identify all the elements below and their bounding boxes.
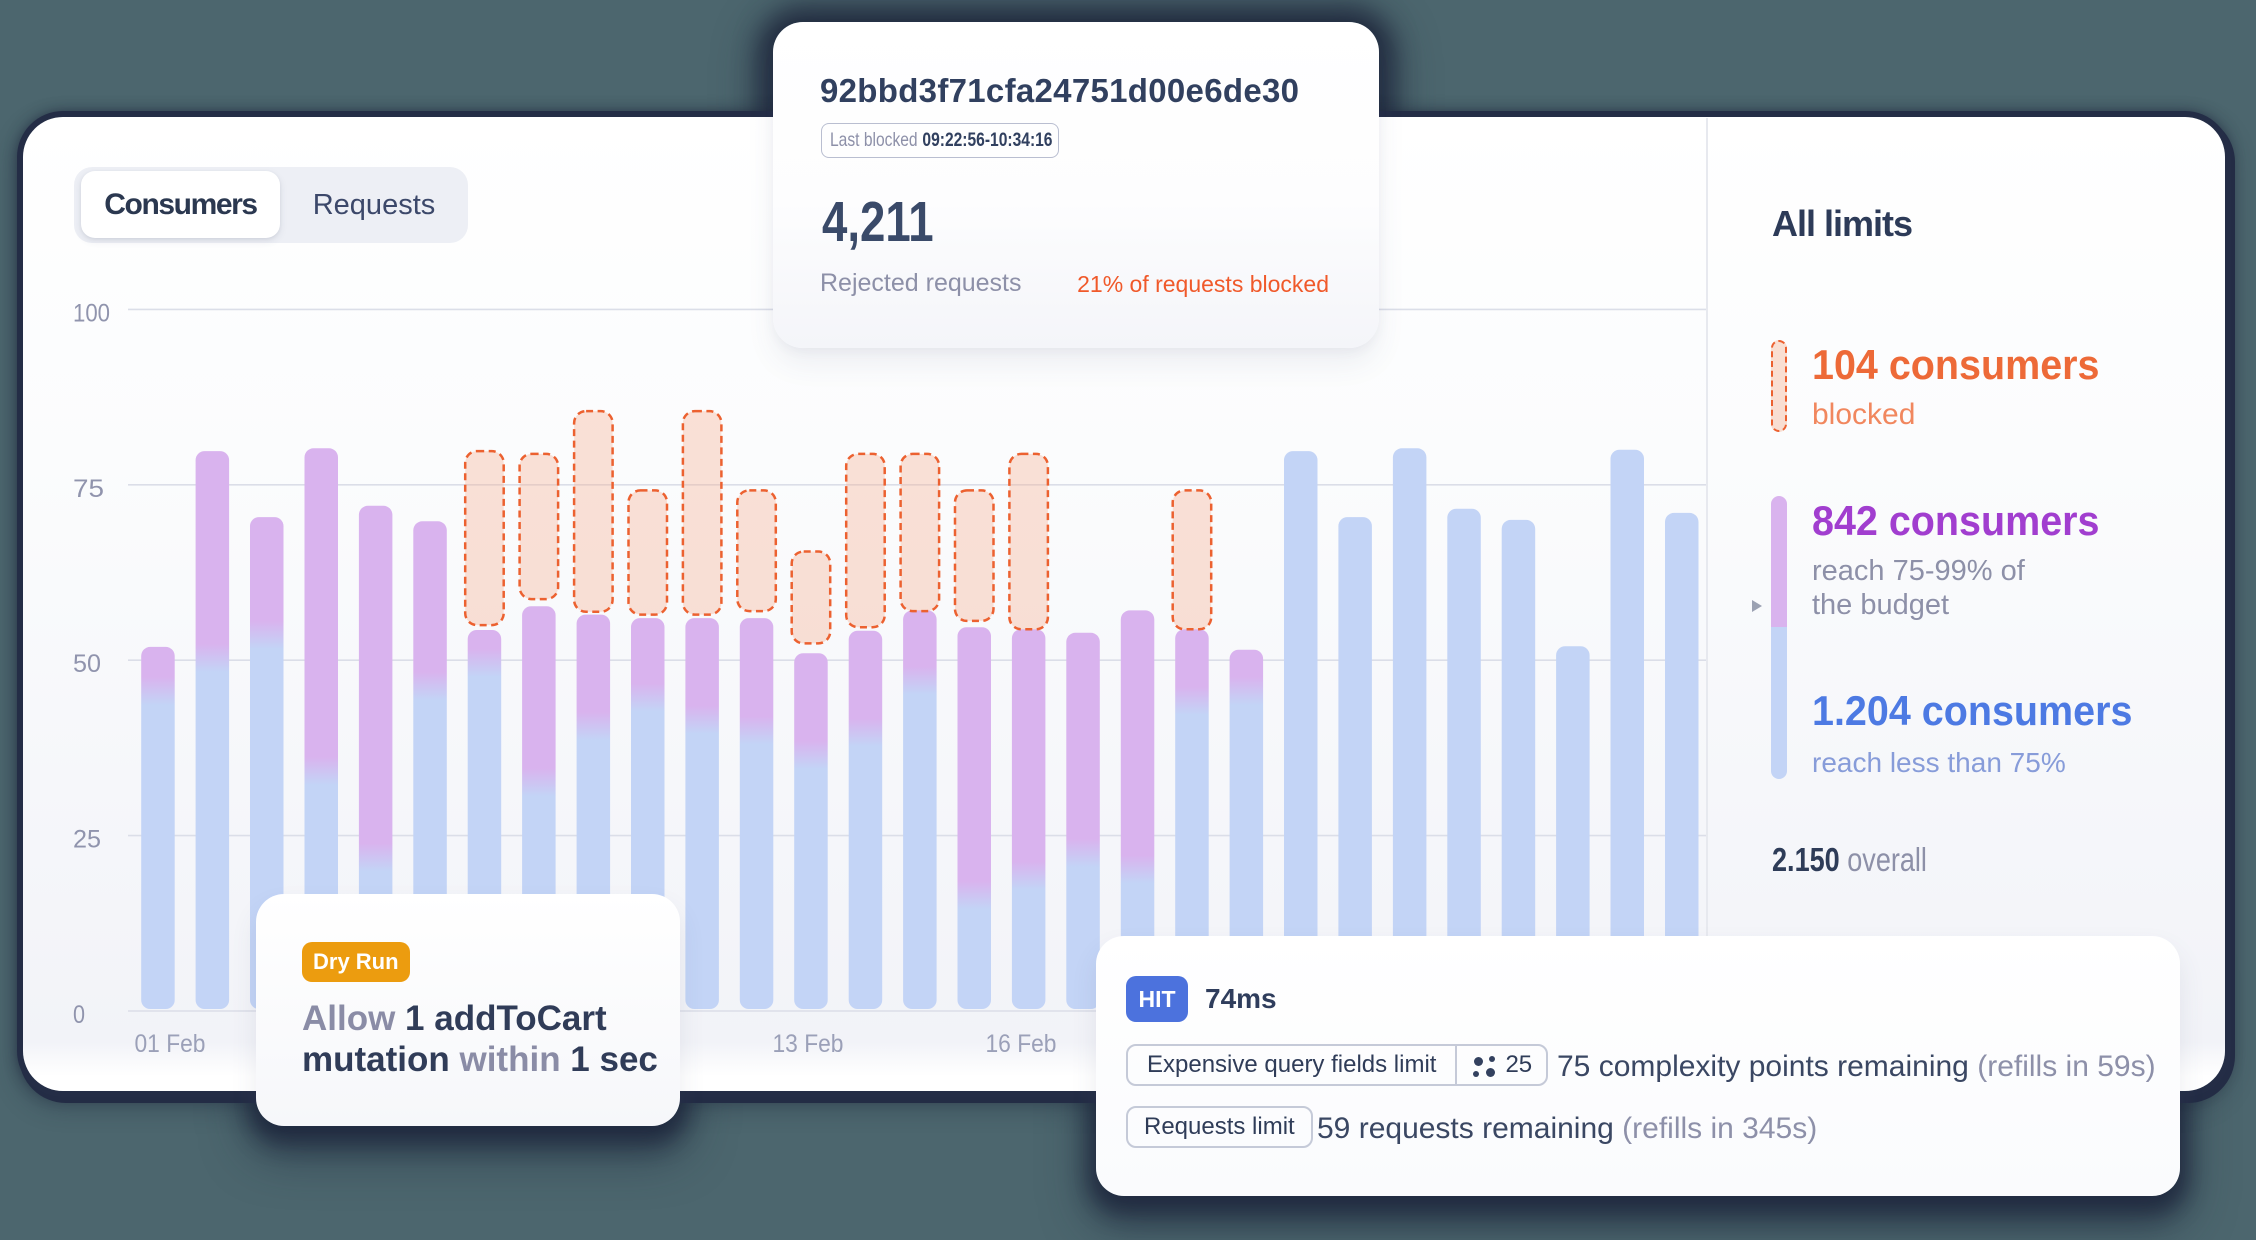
svg-text:50: 50 [73, 650, 101, 678]
svg-text:13 Feb: 13 Feb [773, 1030, 844, 1058]
svg-text:16 Feb: 16 Feb [986, 1030, 1057, 1058]
svg-text:01 Feb: 01 Feb [135, 1030, 206, 1058]
svg-text:0: 0 [73, 1001, 85, 1029]
svg-text:75: 75 [73, 475, 104, 503]
svg-text:25: 25 [73, 826, 101, 854]
svg-text:100: 100 [73, 299, 110, 327]
